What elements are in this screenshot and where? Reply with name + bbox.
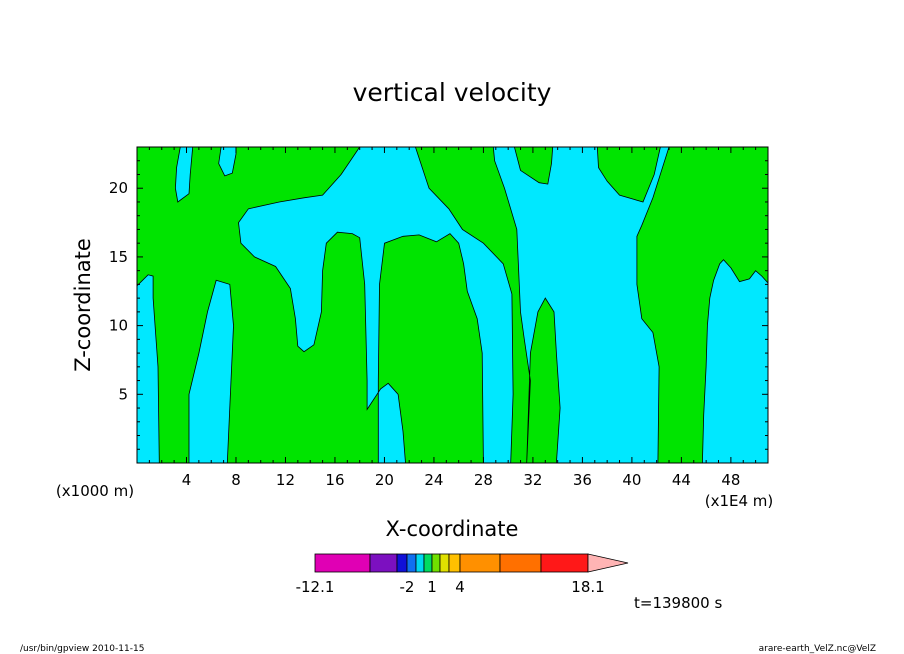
time-label: t=139800 s [634, 594, 722, 612]
colorbar-segment [499, 553, 542, 573]
colorbar-label: 4 [455, 578, 465, 596]
chart-title: vertical velocity [353, 78, 552, 107]
colorbar-segment [369, 553, 398, 573]
colorbar-segment [415, 553, 425, 573]
y-axis-ticks: 5 10 15 20 [109, 146, 768, 464]
x-tick-label: 16 [325, 471, 344, 489]
x-axis-title: X-coordinate [386, 517, 519, 541]
colorbar-labels: -12.1 -2 1 4 18.1 [296, 578, 605, 596]
colorbar-segment [406, 553, 417, 573]
colorbar-label: 1 [427, 578, 437, 596]
colorbar-segment [431, 553, 441, 573]
x-tick-label: 20 [375, 471, 394, 489]
positive-velocity-region [636, 147, 768, 463]
colorbar-extension-arrow [587, 553, 629, 573]
x-unit-right: (x1E4 m) [705, 492, 774, 510]
y-axis-title: Z-coordinate [71, 238, 95, 372]
positive-velocity-region [414, 147, 561, 463]
colorbar-segment [314, 553, 371, 573]
x-tick-label: 32 [523, 471, 542, 489]
y-tick-label: 10 [109, 317, 128, 335]
colorbar-label: -2 [400, 578, 415, 596]
colorbar-segment [423, 553, 433, 573]
x-tick-label: 24 [424, 471, 443, 489]
colorbar-segment [459, 553, 501, 573]
plot-frame [136, 146, 769, 464]
footer-right: arare-earth_VelZ.nc@VelZ [759, 644, 876, 654]
colorbar-segment [540, 553, 589, 573]
colorbar-segment [439, 553, 450, 573]
y-tick-label: 15 [109, 248, 128, 266]
positive-velocity-regions [137, 147, 768, 463]
x-tick-label: 48 [721, 471, 740, 489]
x-tick-label: 36 [573, 471, 592, 489]
positive-velocity-region [596, 147, 661, 203]
colorbar-label: -12.1 [296, 578, 335, 596]
positive-velocity-region [137, 147, 484, 463]
x-unit-left: (x1000 m) [56, 482, 134, 500]
x-tick-label: 8 [231, 471, 241, 489]
y-tick-label: 5 [118, 385, 128, 403]
x-axis-ticks: 4 8 12 16 20 24 28 32 36 40 44 48 [136, 147, 769, 489]
x-tick-label: 40 [622, 471, 641, 489]
x-tick-label: 28 [474, 471, 493, 489]
x-tick-label: 44 [672, 471, 691, 489]
colorbar-segment [396, 553, 408, 573]
colorbar-label: 18.1 [571, 578, 604, 596]
x-tick-label: 4 [182, 471, 192, 489]
y-tick-label: 20 [109, 179, 128, 197]
colorbar [314, 553, 629, 573]
x-tick-label: 12 [276, 471, 295, 489]
positive-velocity-region [513, 147, 554, 185]
footer-left: /usr/bin/gpview 2010-11-15 [20, 644, 144, 654]
colorbar-segment [448, 553, 461, 573]
